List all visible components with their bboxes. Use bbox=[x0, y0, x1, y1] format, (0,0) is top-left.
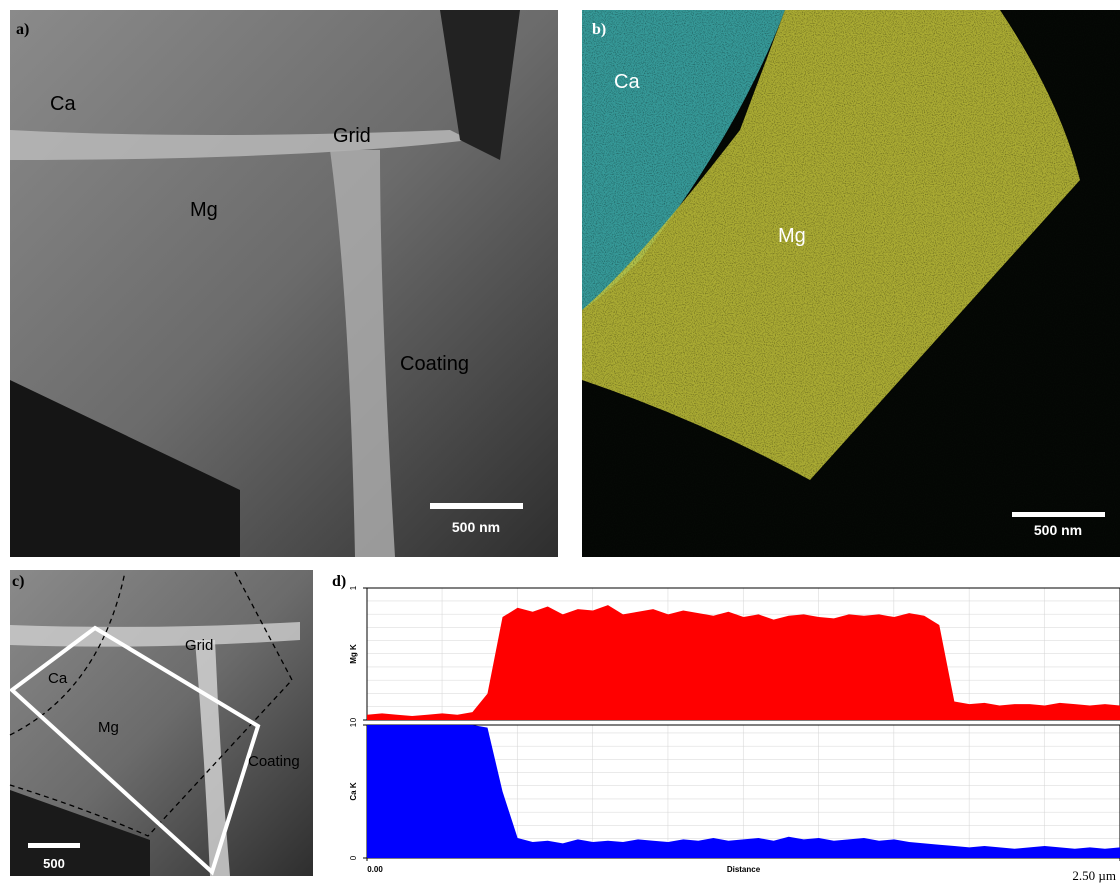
y-tick-label: 1 bbox=[349, 722, 358, 727]
x-tick-label: 2.50 µm bbox=[1072, 868, 1116, 883]
y-axis-label: Ca K bbox=[349, 782, 358, 800]
annotation: Coating bbox=[400, 353, 469, 375]
panel-b: b) Ca Mg 500 nm bbox=[582, 10, 1120, 557]
scale-bar bbox=[430, 503, 523, 509]
x-tick-label: 0.00 bbox=[367, 865, 383, 874]
scale-label: 500 bbox=[43, 856, 65, 871]
panel-c: c) Ca Grid Mg Coating 500 bbox=[10, 570, 313, 876]
y-tick-label: 1 bbox=[349, 585, 358, 590]
scale-bar bbox=[28, 843, 80, 848]
scale-label: 500 nm bbox=[452, 519, 500, 535]
panel-label: c) bbox=[12, 573, 24, 590]
x-axis-label: Distance bbox=[727, 865, 761, 874]
annotation: Mg bbox=[98, 719, 119, 736]
annotation: Ca bbox=[50, 93, 76, 115]
scale-label: 500 nm bbox=[1034, 522, 1082, 538]
annotation: Ca bbox=[48, 670, 68, 687]
y-axis-label: Mg K bbox=[349, 644, 358, 664]
annotation: Mg bbox=[778, 225, 806, 247]
annotation: Ca bbox=[614, 71, 640, 93]
annotation: Coating bbox=[248, 753, 300, 770]
y-tick-label: 0 bbox=[349, 855, 358, 860]
panel-label: d) bbox=[332, 573, 346, 590]
scale-bar bbox=[1012, 512, 1105, 517]
panel-label: b) bbox=[592, 21, 606, 38]
y-tick-label: 0 bbox=[349, 717, 358, 722]
panel-a: a) Ca Grid Mg Coating 500 nm bbox=[10, 10, 558, 557]
annotation: Grid bbox=[333, 125, 371, 147]
panel-d: d) bbox=[332, 573, 346, 590]
panel-label: a) bbox=[16, 21, 29, 38]
annotation: Grid bbox=[185, 637, 213, 654]
figure: a) Ca Grid Mg Coating 500 nm b) Ca Mg 50… bbox=[0, 0, 1120, 883]
annotation: Mg bbox=[190, 199, 218, 221]
